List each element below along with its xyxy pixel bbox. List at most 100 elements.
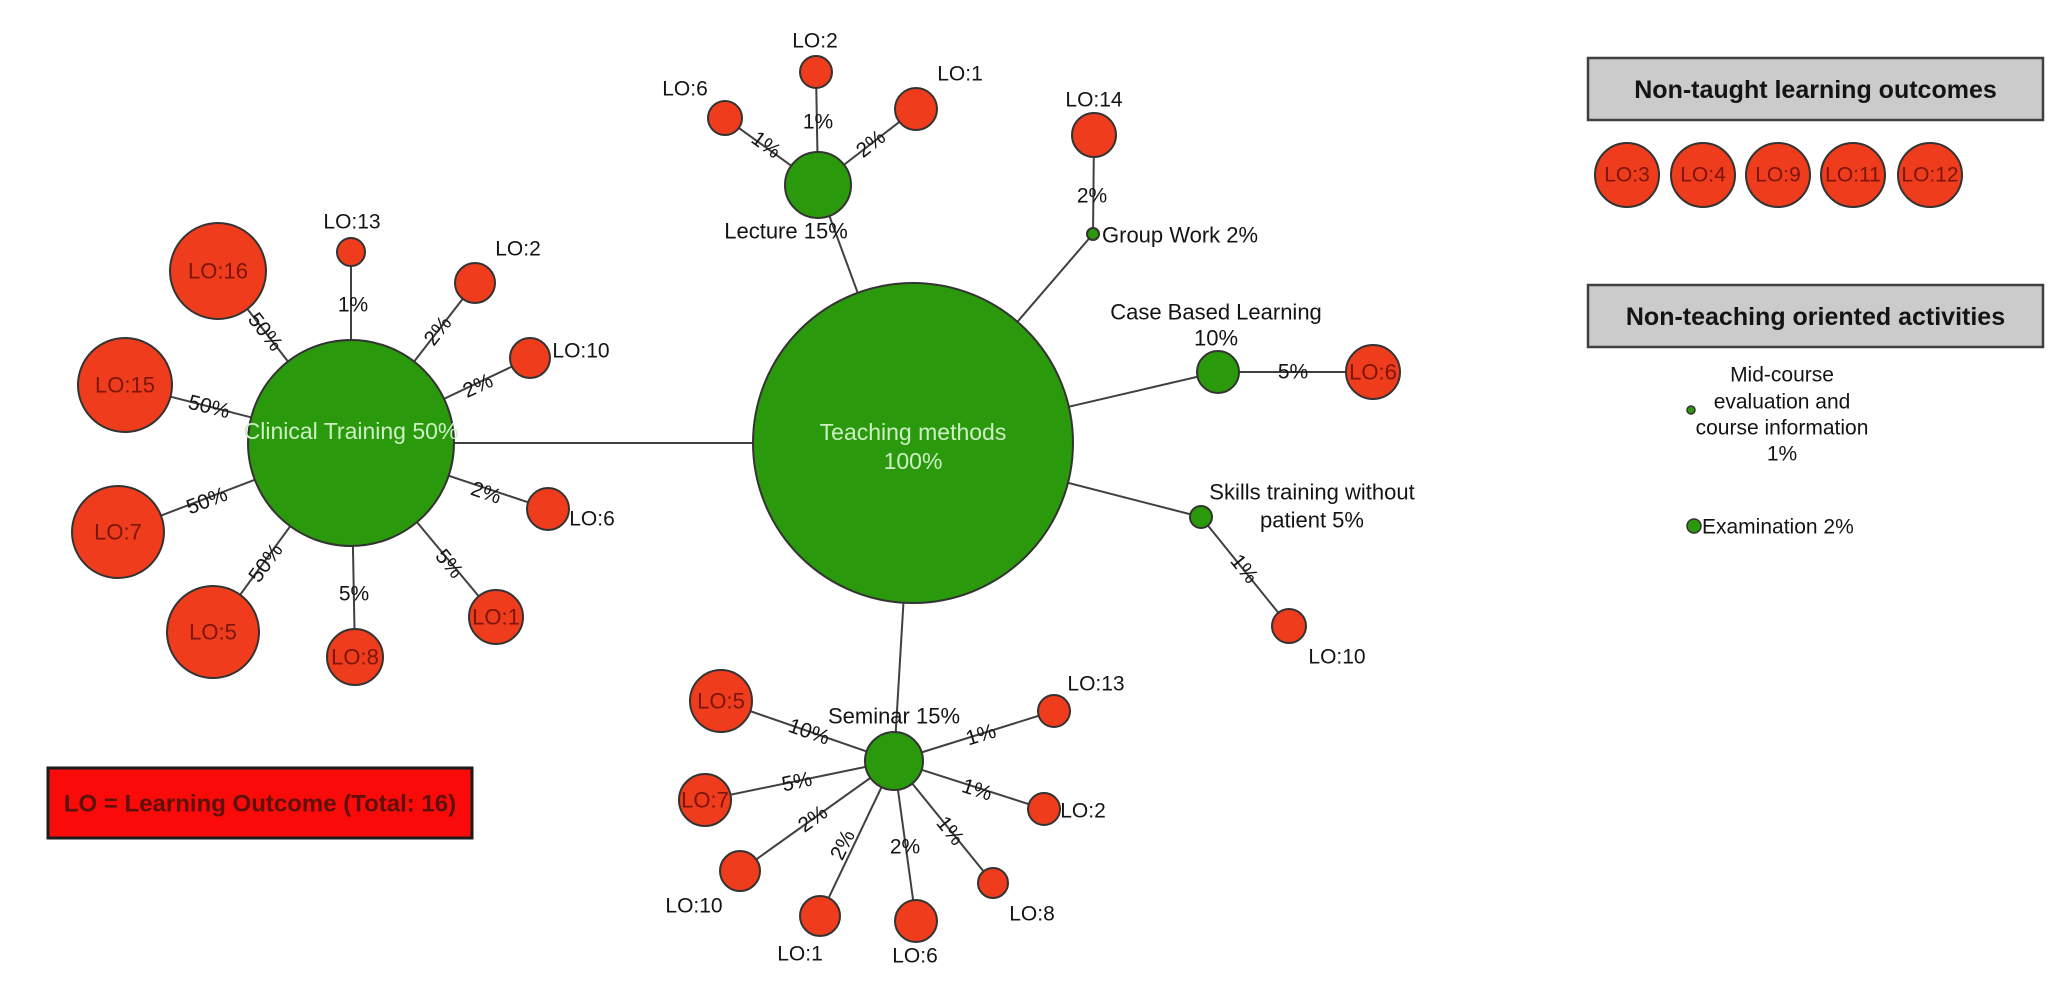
edge-label-seminar-se-lo5: 10% — [785, 714, 832, 749]
non-taught-outcome-circle-1 — [1670, 142, 1736, 208]
mid-course-evaluation-line-0: Mid-course — [1730, 364, 1834, 387]
legend-layer: Non-taught learning outcomes LO:3 LO:4 LO:9… — [46, 56, 2045, 840]
edge-label-groupwork-g-lo14: 2% — [1077, 185, 1107, 208]
node-cb-lo6-outcome — [1345, 344, 1401, 400]
node-c-lo7-outcome — [71, 485, 165, 579]
edge-label-clinical-c-lo15: 50% — [186, 391, 232, 423]
label-c-lo1-0: LO:1 — [472, 605, 520, 630]
node-se-lo7-outcome — [678, 773, 732, 827]
label-c-lo13-0: LO:13 — [323, 211, 380, 234]
node-groupwork-method — [1086, 227, 1100, 241]
node-c-lo10-outcome — [509, 337, 551, 379]
node-se-lo2-outcome — [1027, 792, 1061, 826]
non-taught-legend-title: Non-taught learning outcomes — [1634, 76, 1997, 104]
label-se-lo5-0: LO:5 — [697, 689, 745, 714]
edge-label-seminar-se-lo8: 1% — [932, 812, 969, 850]
label-teaching-1: 100% — [884, 448, 943, 474]
node-se-lo1-outcome — [799, 895, 841, 937]
edge-label-seminar-se-lo10: 2% — [794, 801, 832, 837]
label-c-lo15-0: LO:15 — [95, 373, 155, 398]
label-c-lo6-0: LO:6 — [569, 508, 615, 531]
edge-label-clinical-c-lo13: 1% — [338, 294, 368, 317]
label-se-lo8-0: LO:8 — [1009, 903, 1055, 926]
label-c-lo8-0: LO:8 — [331, 645, 379, 670]
label-cbl-0: Case Based Learning — [1110, 300, 1322, 325]
non-taught-outcome-label-3: LO:11 — [1825, 164, 1881, 187]
edge-label-clinical-c-lo7: 50% — [183, 483, 230, 520]
mid-course-evaluation-line-1: evaluation and — [1714, 391, 1851, 414]
node-lecture-method — [784, 151, 852, 219]
label-se-lo1-0: LO:1 — [777, 943, 823, 966]
node-c-lo5-outcome — [166, 585, 260, 679]
label-l-lo2-0: LO:2 — [792, 30, 838, 53]
edge-skills-s-lo10 — [1200, 516, 1290, 627]
node-clinical-method — [247, 339, 455, 547]
edge-label-clinical-c-lo16: 50% — [243, 308, 287, 355]
label-seminar-0: Seminar 15% — [828, 704, 960, 729]
non-taught-outcome-label-4: LO:12 — [1901, 164, 1958, 187]
label-lecture-0: Lecture 15% — [724, 219, 848, 244]
label-teaching-0: Teaching methods — [820, 419, 1007, 445]
label-c-lo16-0: LO:16 — [188, 259, 248, 284]
label-c-lo2-0: LO:2 — [495, 238, 541, 261]
lo-key-box — [46, 766, 474, 840]
edge-label-seminar-se-lo7: 5% — [780, 768, 814, 797]
non-taught-outcome-label-0: LO:3 — [1604, 164, 1650, 187]
node-c-lo2-outcome — [454, 262, 496, 304]
edge-label-lecture-l-lo1: 2% — [852, 126, 890, 163]
edge-label-clinical-c-lo2: 2% — [420, 312, 457, 350]
node-c-lo13-outcome — [336, 237, 366, 267]
edge-label-clinical-c-lo10: 2% — [459, 369, 496, 403]
label-cbl-1: 10% — [1194, 326, 1238, 351]
node-seminar-method — [864, 731, 924, 791]
edge-label-lecture-l-lo2: 1% — [803, 111, 833, 134]
non-taught-outcome-label-1: LO:4 — [1680, 164, 1726, 187]
examination-dot — [1686, 518, 1702, 534]
non-taught-outcome-circle-2 — [1745, 142, 1811, 208]
node-se-lo5-outcome — [689, 669, 753, 733]
label-s-lo10-0: LO:10 — [1308, 646, 1365, 669]
non-taught-outcome-circle-4 — [1897, 142, 1963, 208]
label-c-lo7-0: LO:7 — [94, 520, 142, 545]
edge-label-clinical-c-lo8: 5% — [339, 583, 369, 606]
edge-seminar-se-lo10 — [739, 760, 895, 872]
non-taught-outcome-label-2: LO:9 — [1755, 164, 1801, 187]
node-g-lo14-outcome — [1071, 112, 1117, 158]
label-cb-lo6-0: LO:6 — [1349, 360, 1397, 385]
node-se-lo10-outcome — [719, 850, 761, 892]
node-c-lo1-outcome — [468, 589, 524, 645]
non-teaching-legend-title: Non-teaching oriented activities — [1626, 303, 2005, 331]
node-c-lo6-outcome — [526, 487, 570, 531]
non-taught-legend-box — [1586, 56, 2045, 122]
label-groupwork-0: Group Work 2% — [1102, 223, 1258, 248]
label-l-lo1-0: LO:1 — [937, 63, 983, 86]
node-c-lo8-outcome — [326, 628, 384, 686]
non-taught-outcome-circle-3 — [1820, 142, 1886, 208]
edge-label-seminar-se-lo13: 1% — [963, 720, 999, 751]
mid-course-evaluation-line-2: course information — [1696, 417, 1869, 440]
label-clinical-0: Clinical Training 50% — [244, 418, 459, 444]
node-l-lo2-outcome — [799, 55, 833, 89]
label-se-lo2-0: LO:2 — [1060, 800, 1106, 823]
label-se-lo7-0: LO:7 — [681, 788, 729, 813]
node-l-lo6-outcome — [707, 100, 743, 136]
mid-course-evaluation-dot — [1686, 405, 1696, 415]
node-c-lo15-outcome — [77, 337, 173, 433]
edge-seminar-se-lo7 — [704, 760, 895, 801]
non-taught-outcome-circle-0 — [1594, 142, 1660, 208]
label-l-lo6-0: LO:6 — [662, 78, 708, 101]
label-se-lo6-0: LO:6 — [892, 945, 938, 968]
label-c-lo5-0: LO:5 — [189, 620, 237, 645]
edge-label-seminar-se-lo6: 2% — [890, 836, 920, 859]
lo-key-label: LO = Learning Outcome (Total: 16) — [64, 791, 456, 818]
node-se-lo8-outcome — [977, 867, 1009, 899]
mid-course-evaluation-line-3: 1% — [1767, 443, 1797, 466]
label-se-lo10-0: LO:10 — [665, 895, 722, 918]
edge-label-seminar-se-lo1: 2% — [826, 826, 860, 863]
edge-label-clinical-c-lo6: 2% — [468, 477, 504, 509]
node-s-lo10-outcome — [1271, 608, 1307, 644]
label-c-lo10-0: LO:10 — [552, 340, 609, 363]
node-skills-method — [1189, 505, 1213, 529]
